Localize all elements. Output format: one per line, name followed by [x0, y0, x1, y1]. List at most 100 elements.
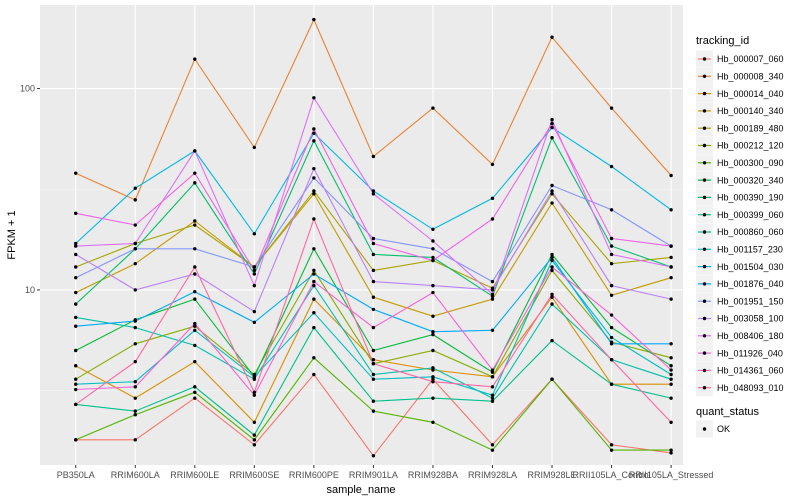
legend-entry-label: Hb_000860_060	[717, 227, 784, 237]
data-point	[550, 189, 554, 193]
data-point	[252, 283, 257, 288]
data-point	[371, 268, 376, 273]
data-point	[550, 118, 554, 122]
legend-entry-label: Hb_001504_030	[717, 262, 784, 272]
data-point	[252, 375, 257, 379]
data-point	[371, 252, 376, 257]
data-point	[252, 309, 257, 314]
data-point	[312, 166, 316, 171]
legend-entry-label: Hb_014361_060	[717, 366, 784, 376]
data-point	[669, 451, 673, 455]
data-point	[74, 252, 78, 257]
shape-legend-key-point	[702, 427, 707, 431]
legend-entry-label: Hb_000390_190	[717, 193, 784, 203]
data-point	[193, 57, 197, 61]
data-point	[74, 315, 78, 320]
data-point	[550, 338, 554, 343]
legend-key-point	[702, 178, 707, 182]
data-point	[312, 311, 316, 315]
x-tick-label: RRIM600SE	[229, 470, 279, 480]
data-point	[490, 396, 495, 400]
data-point	[133, 379, 137, 384]
data-point	[193, 265, 197, 269]
data-point	[193, 390, 197, 395]
legend-entry-label: Hb_008406_180	[717, 331, 784, 341]
y-tick-label: 10	[25, 285, 35, 295]
legend-key-point	[702, 91, 707, 96]
legend-entry-label: Hb_003058_100	[717, 314, 784, 324]
legend-entry-label: Hb_011926_040	[717, 348, 783, 358]
legend-key-point	[702, 126, 707, 130]
data-point	[609, 358, 614, 362]
data-point	[371, 192, 376, 196]
data-point	[74, 302, 78, 306]
data-point	[669, 173, 673, 178]
data-point	[431, 396, 435, 400]
grid-major	[40, 5, 683, 465]
data-point	[669, 342, 673, 346]
x-tick-label: RRIM600LE	[170, 470, 219, 480]
data-point	[669, 396, 673, 400]
data-point	[312, 139, 316, 143]
data-point	[431, 227, 435, 231]
legend-entries: Hb_000007_060 Hb_000008_340 Hb_000014_040 H…	[696, 50, 784, 397]
data-point	[193, 272, 197, 276]
data-point	[252, 272, 257, 276]
data-point	[609, 252, 614, 257]
data-point	[669, 372, 673, 377]
data-point	[431, 375, 435, 379]
data-point	[431, 239, 435, 243]
data-point	[371, 236, 376, 241]
legend-entry-label: Hb_001876_040	[717, 279, 784, 289]
data-point	[252, 265, 257, 269]
data-point	[252, 443, 257, 447]
data-point	[669, 356, 673, 360]
data-point	[371, 409, 376, 413]
data-point	[252, 377, 257, 381]
data-point	[252, 420, 257, 424]
data-point	[74, 377, 78, 381]
data-point	[490, 399, 495, 403]
data-point	[193, 289, 197, 294]
legend: tracking_id Hb_000007_060Hb_000008_340Hb…	[696, 35, 784, 438]
y-axis-ticks: 10 100	[20, 84, 40, 295]
data-point	[550, 183, 554, 188]
data-point	[490, 448, 495, 452]
data-point	[490, 162, 495, 167]
data-point	[431, 420, 435, 424]
data-point	[490, 385, 495, 389]
data-point	[609, 335, 614, 340]
data-point	[74, 402, 78, 407]
data-point	[252, 393, 257, 397]
data-point	[490, 217, 495, 221]
data-point	[252, 268, 257, 273]
legend-entry-label: Hb_001951_150	[717, 296, 784, 306]
legend-key-point	[702, 161, 707, 165]
data-point	[74, 244, 78, 248]
data-point	[371, 372, 376, 377]
data-point	[252, 232, 257, 236]
legend-key-point	[702, 143, 707, 148]
data-point	[609, 325, 614, 330]
data-point	[609, 443, 614, 447]
data-point	[74, 324, 78, 328]
data-point	[609, 244, 614, 248]
data-point	[609, 261, 614, 266]
legend-entry-label: Hb_000399_060	[717, 210, 784, 220]
data-point	[133, 385, 137, 389]
x-axis-title: sample_name	[326, 484, 395, 496]
x-tick-label: RRIM928LE	[528, 470, 577, 480]
data-point	[550, 35, 554, 39]
data-point	[312, 279, 316, 284]
data-point	[490, 443, 495, 447]
legend-key-point	[702, 368, 707, 373]
data-point	[133, 247, 137, 251]
data-point	[669, 297, 673, 301]
data-point	[193, 181, 197, 185]
legend-entry-label: Hb_000014_040	[717, 89, 784, 99]
data-point	[193, 149, 197, 153]
x-tick-label: RRII105LA_Stressed	[629, 470, 714, 480]
data-point	[312, 268, 316, 273]
data-point	[193, 359, 197, 364]
data-point	[669, 208, 673, 212]
